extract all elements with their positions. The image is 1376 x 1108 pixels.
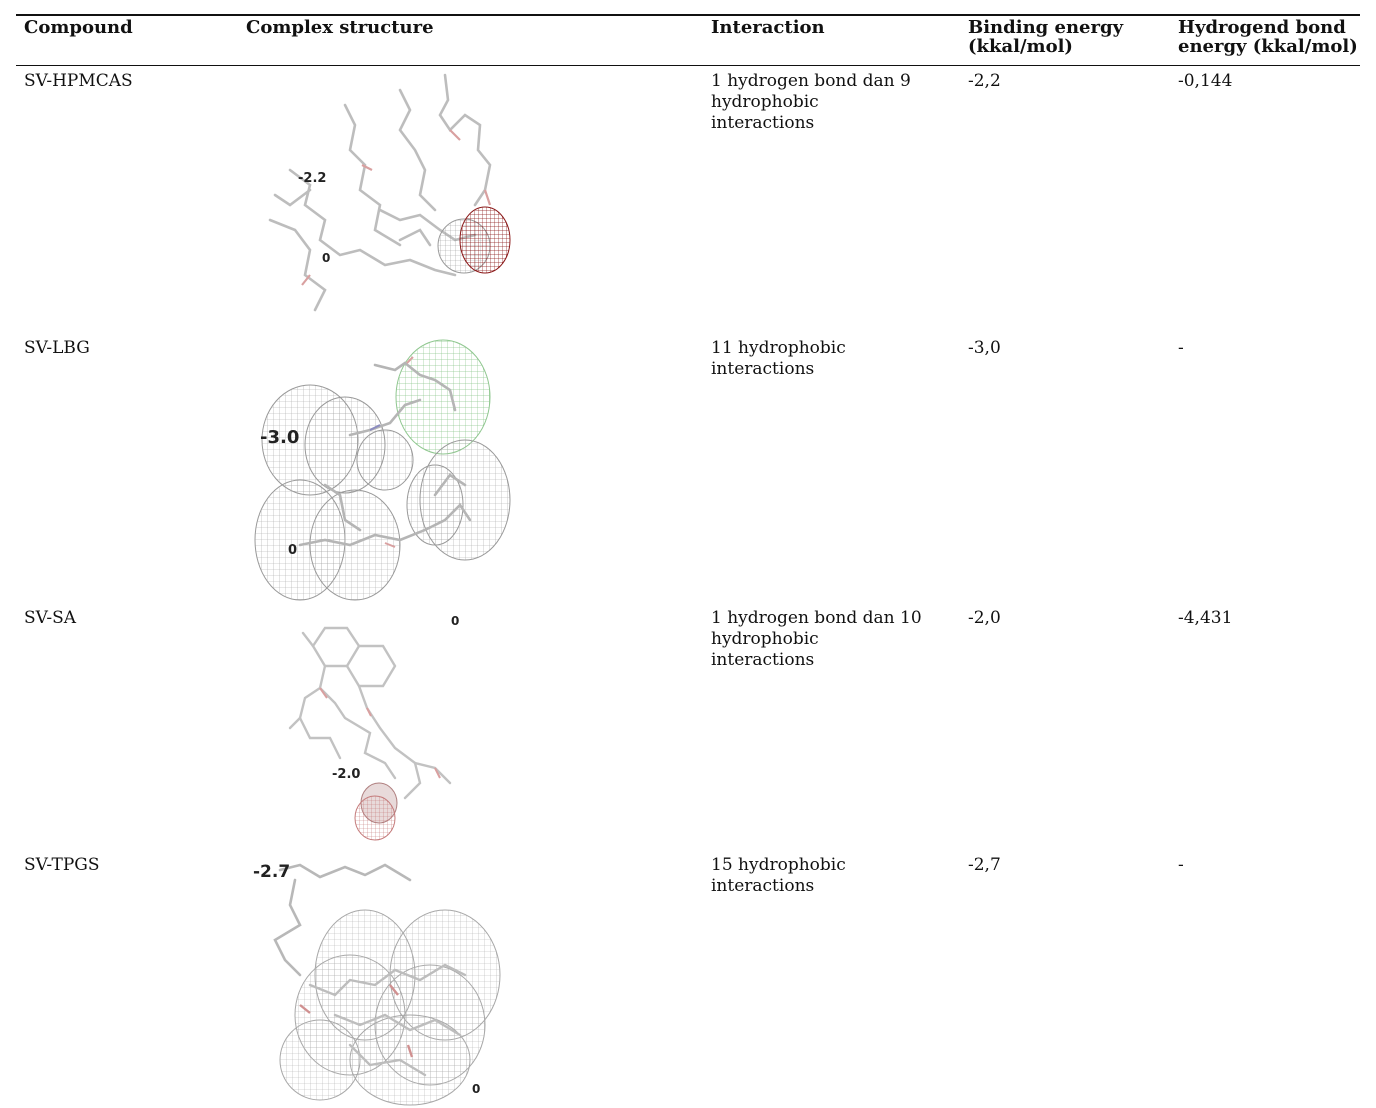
header-hbond-energy: Hydrogend bond energy (kkal/mol) (1178, 18, 1358, 56)
hbond-energy-value: - (1178, 855, 1184, 875)
complex-structure-image: 0 -2.0 (275, 608, 475, 841)
figure-zero-label: 0 (472, 1082, 480, 1096)
interaction-text: 1 hydrogen bond dan 9 hydrophobic intera… (711, 71, 911, 134)
interaction-line: interactions (711, 650, 815, 670)
header-hbond-energy-line1: Hydrogend bond (1178, 17, 1346, 38)
compound-name: SV-LBG (24, 338, 90, 358)
compound-name: SV-SA (24, 608, 77, 628)
interaction-line: hydrophobic (711, 92, 819, 112)
figure-energy-label: -2.0 (332, 767, 360, 782)
interaction-line: 15 hydrophobic (711, 855, 846, 875)
compound-name: SV-TPGS (24, 855, 100, 875)
figure-energy-label: -2.7 (253, 862, 290, 882)
complex-structure-image: -2.2 0 (250, 70, 530, 320)
figure-zero-label: 0 (288, 543, 297, 558)
interaction-line: interactions (711, 113, 815, 133)
interaction-text: 1 hydrogen bond dan 10 hydrophobic inter… (711, 608, 922, 671)
hbond-energy-value: -0,144 (1178, 71, 1233, 91)
interaction-text: 15 hydrophobic interactions (711, 855, 846, 897)
header-interaction: Interaction (711, 17, 825, 38)
figure-energy-label: -3.0 (260, 427, 299, 448)
table-top-rule (16, 14, 1360, 16)
interaction-line: hydrophobic (711, 629, 819, 649)
figure-zero-label: 0 (322, 251, 330, 265)
interaction-line: 1 hydrogen bond dan 9 (711, 71, 911, 91)
complex-structure-image: -3.0 0 (254, 335, 520, 603)
binding-energy-value: -3,0 (968, 338, 1001, 358)
interaction-line: 11 hydrophobic (711, 338, 846, 358)
header-binding-energy: Binding energy (kkal/mol) (968, 18, 1123, 56)
interaction-text: 11 hydrophobic interactions (711, 338, 846, 380)
header-binding-energy-line2: (kkal/mol) (968, 36, 1073, 57)
hbond-energy-value: - (1178, 338, 1184, 358)
header-binding-energy-line1: Binding energy (968, 17, 1124, 38)
header-complex-structure: Complex structure (246, 17, 434, 38)
binding-energy-value: -2,7 (968, 855, 1001, 875)
figure-energy-label: -2.2 (298, 171, 326, 186)
header-compound: Compound (24, 17, 133, 38)
complex-structure-image: -2.7 0 (250, 855, 520, 1106)
compound-name: SV-HPMCAS (24, 71, 133, 91)
interaction-line: interactions (711, 876, 815, 896)
header-hbond-energy-line2: energy (kkal/mol) (1178, 36, 1358, 57)
interaction-line: 1 hydrogen bond dan 10 (711, 608, 922, 628)
figure-zero-label: 0 (451, 614, 459, 628)
binding-energy-value: -2,2 (968, 71, 1001, 91)
interaction-line: interactions (711, 359, 815, 379)
table-header-rule (16, 65, 1360, 66)
binding-energy-value: -2,0 (968, 608, 1001, 628)
hbond-energy-value: -4,431 (1178, 608, 1233, 628)
